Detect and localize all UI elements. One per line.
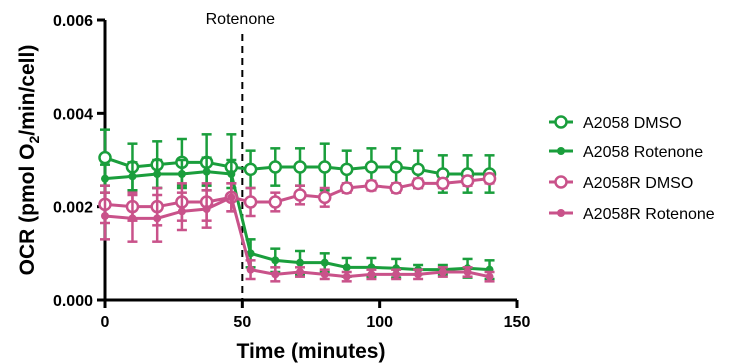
data-point (227, 170, 236, 178)
data-point (246, 265, 255, 274)
data-point (339, 162, 354, 177)
data-point (268, 195, 283, 209)
x-tick-label: 50 (233, 314, 251, 331)
legend-marker (554, 175, 568, 189)
data-point (271, 270, 280, 279)
x-axis-title: Time (minutes) (237, 340, 386, 363)
legend-marker (554, 115, 568, 129)
data-point (268, 160, 283, 174)
data-point (436, 176, 450, 191)
data-point (320, 258, 329, 267)
legend-label: A2058 Rotenone (583, 144, 703, 161)
data-point (271, 256, 280, 265)
data-point (153, 170, 162, 178)
data-point (293, 160, 307, 174)
tick-group: 0.000 0.002 0.004 0.006 0 50 100 150 (53, 13, 530, 331)
data-point (177, 170, 186, 178)
data-point (317, 160, 332, 174)
data-point (320, 270, 329, 279)
data-point (364, 178, 379, 193)
data-point (414, 270, 423, 279)
data-point (202, 205, 211, 213)
x-tick-label: 0 (101, 314, 110, 331)
legend-item: A2058 Rotenone (549, 144, 703, 161)
legend-label: A2058R Rotenone (583, 206, 715, 223)
y-tick-label: 0.002 (53, 200, 93, 217)
legend-item: A2058 DMSO (549, 115, 682, 132)
data-point (460, 174, 475, 188)
y-tick-label: 0.004 (53, 106, 93, 123)
y-tick-label: 0.006 (53, 13, 93, 30)
data-point (98, 150, 112, 165)
data-point (101, 174, 109, 183)
y-axis-title-part3: /min/cell) (16, 45, 39, 136)
data-point (227, 193, 236, 202)
legend-item: A2058R DMSO (549, 175, 693, 192)
legend: A2058 DMSO A2058 Rotenone A2058R DMSO A2058… (549, 115, 715, 223)
data-point (153, 214, 162, 223)
data-point (202, 167, 211, 176)
legend-item: A2058R Rotenone (549, 206, 715, 223)
data-point (128, 172, 137, 181)
data-point (177, 207, 186, 216)
legend-label: A2058R DMSO (583, 175, 693, 192)
data-point (101, 212, 109, 220)
data-point (463, 268, 472, 276)
legend-marker (557, 209, 565, 217)
data-point (342, 263, 351, 272)
x-tick-label: 100 (366, 314, 393, 331)
data-point (296, 258, 305, 267)
data-point (411, 176, 425, 191)
data-point (482, 171, 497, 186)
y-axis-title-subscript: 2 (26, 136, 42, 144)
data-point (243, 195, 258, 209)
series-a2058-rotenone (100, 156, 495, 281)
y-tick-label: 0.000 (53, 293, 93, 310)
legend-marker (557, 147, 565, 155)
data-point (317, 190, 332, 205)
rotenone-label: Rotenone (206, 11, 275, 28)
legend-label: A2058 DMSO (583, 115, 682, 132)
data-point (389, 181, 403, 195)
data-point (389, 160, 403, 174)
x-tick-label: 150 (504, 314, 531, 331)
data-point (438, 268, 447, 276)
series-group (98, 128, 497, 283)
data-point (392, 270, 401, 279)
data-point (367, 270, 376, 279)
data-point (293, 188, 307, 202)
data-point (128, 214, 137, 223)
data-point (246, 249, 255, 258)
axes-group (103, 20, 517, 302)
data-point (296, 268, 305, 276)
data-point (411, 162, 425, 177)
data-point (243, 162, 258, 177)
data-point (339, 181, 354, 195)
data-point (364, 160, 379, 174)
series-a2058-dmso (98, 128, 497, 201)
y-axis-title-part1: OCR (pmol O (16, 144, 39, 276)
data-point (485, 272, 494, 281)
series-a2058r-rotenone (100, 182, 495, 283)
y-axis-title: OCR (pmol O2/min/cell) (16, 45, 42, 276)
data-point (342, 272, 351, 281)
